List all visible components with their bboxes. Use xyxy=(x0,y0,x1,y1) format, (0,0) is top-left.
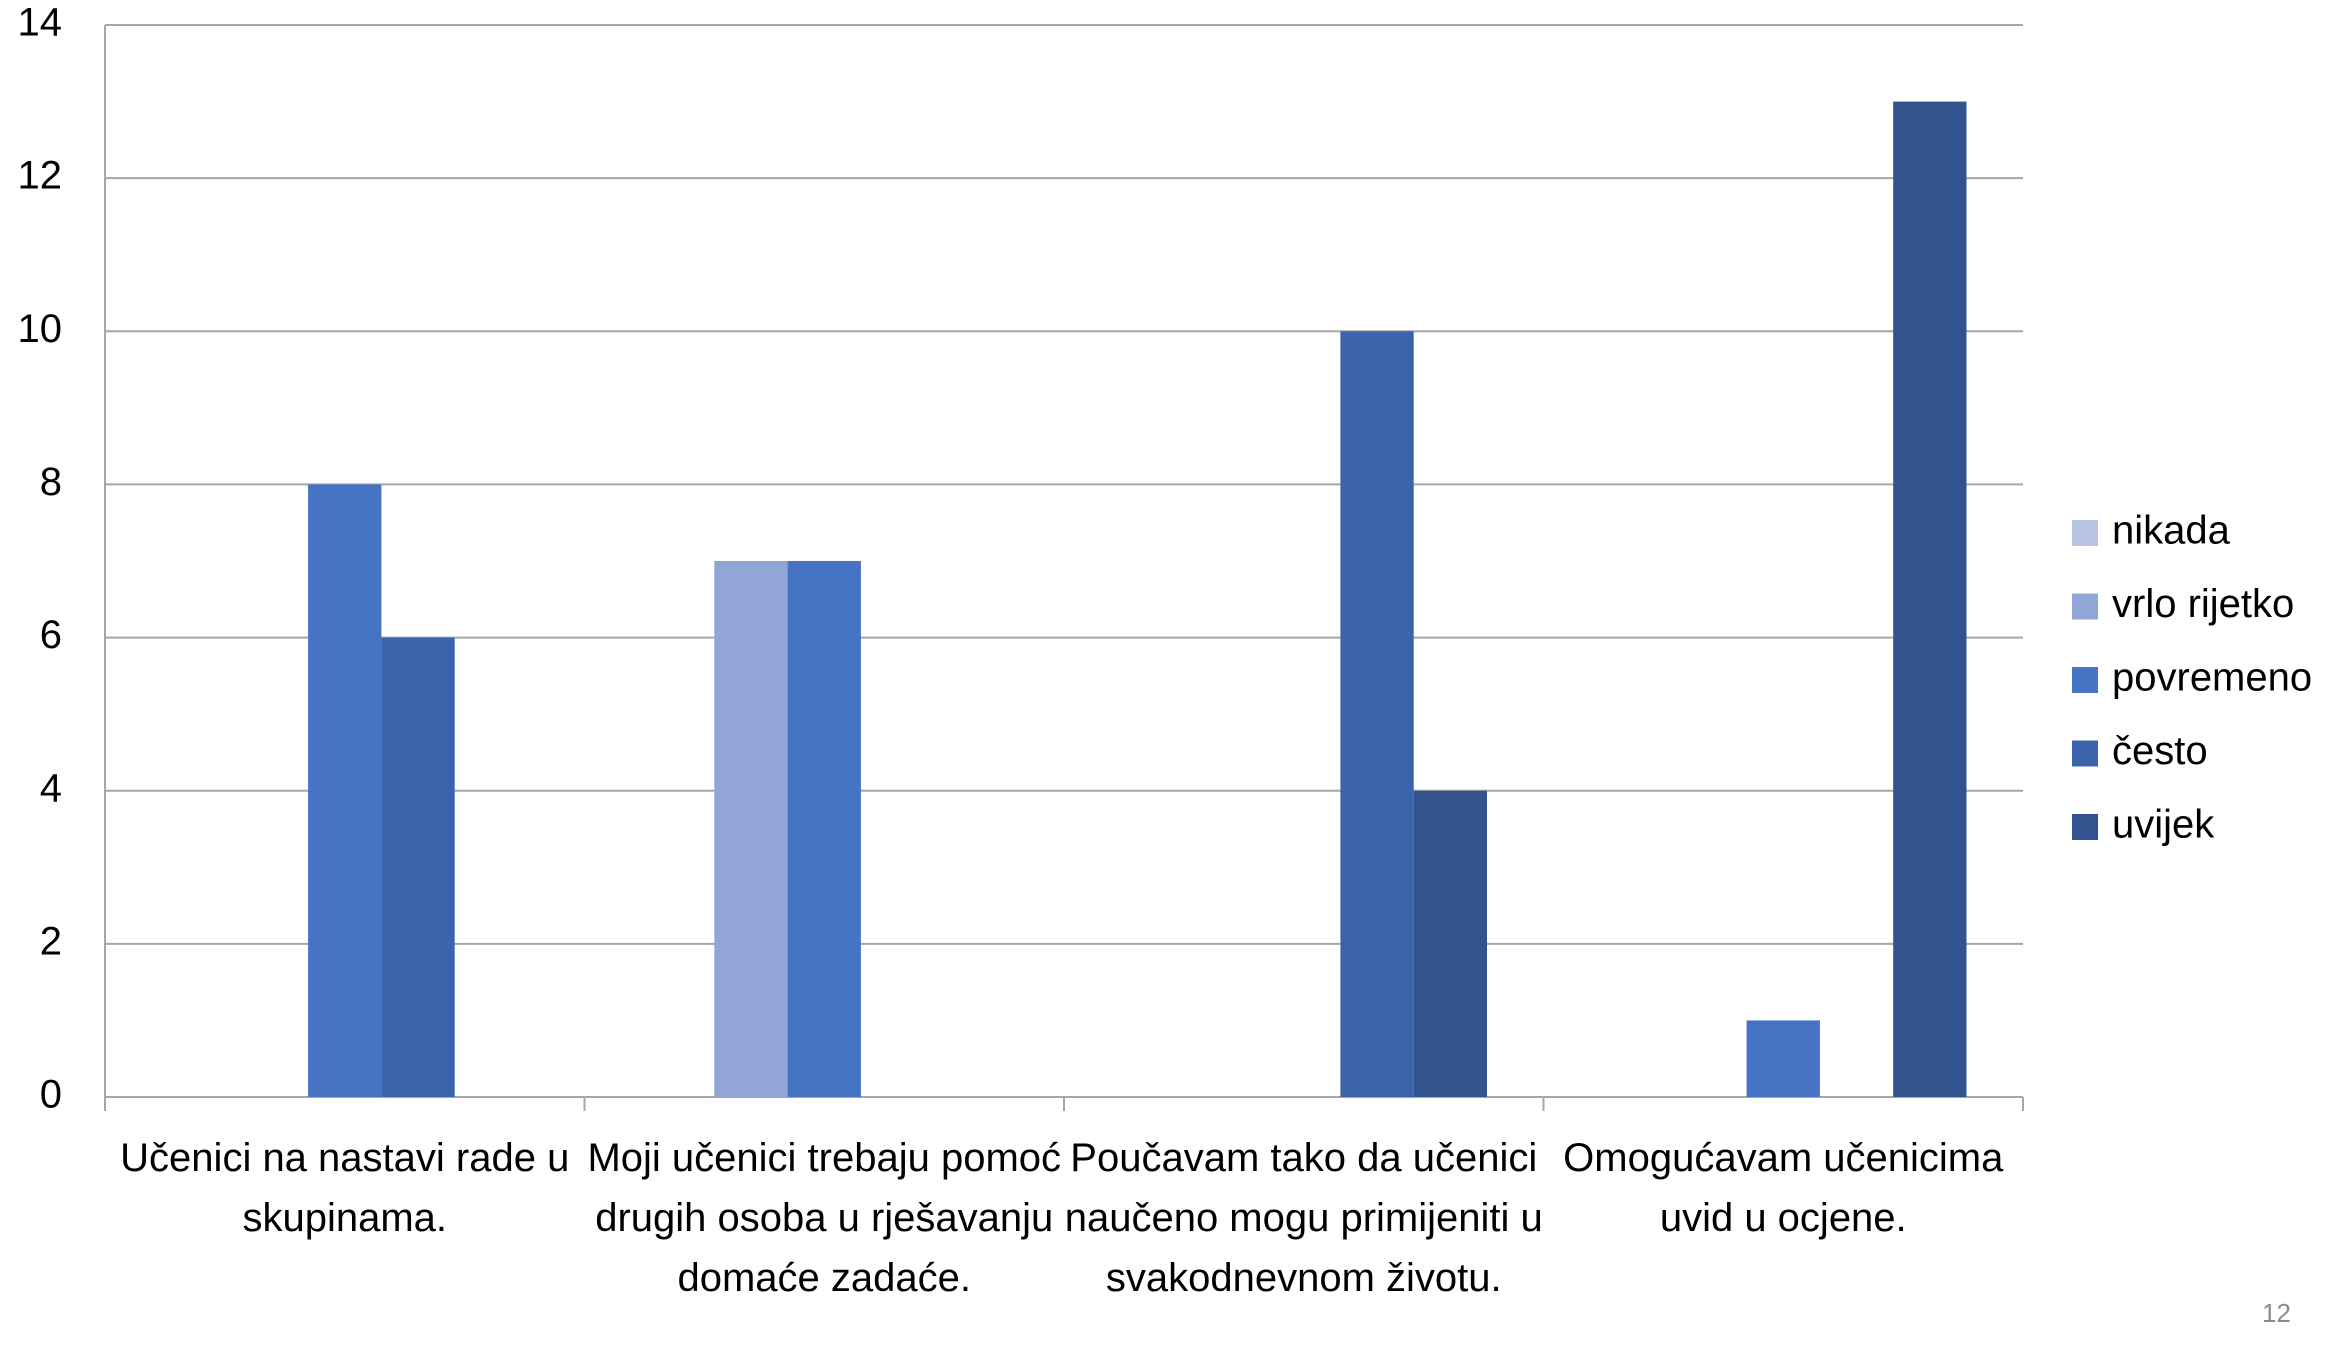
y-tick-label: 6 xyxy=(40,613,62,657)
page-number: 12 xyxy=(2262,1298,2291,1328)
y-tick-label: 2 xyxy=(40,919,62,963)
y-tick-label: 12 xyxy=(18,154,63,198)
x-tick-label: Učenici na nastavi rade u skupinama. xyxy=(120,1136,570,1240)
y-tick-label: 4 xyxy=(40,766,62,810)
y-tick-label: 10 xyxy=(18,307,63,351)
y-tick-label: 8 xyxy=(40,460,62,504)
x-tick-label: Omogućavam učenicima uvid u ocjene. xyxy=(1563,1136,2004,1240)
legend-label: nikada xyxy=(2112,509,2231,553)
legend-label: često xyxy=(2112,729,2208,773)
legend-swatch xyxy=(2072,740,2098,767)
bar xyxy=(381,637,455,1097)
y-tick-label: 14 xyxy=(18,1,63,45)
bar xyxy=(1746,1020,1820,1097)
legend-swatch xyxy=(2072,520,2098,546)
x-tick-label: Poučavam tako da učenici naučeno mogu pr… xyxy=(1064,1136,1543,1300)
legend-swatch xyxy=(2072,667,2098,693)
legend-label: uvijek xyxy=(2112,803,2215,847)
y-tick-label: 0 xyxy=(40,1073,62,1117)
legend-swatch xyxy=(2072,593,2098,620)
bar xyxy=(1340,331,1414,1097)
legend-swatch xyxy=(2072,814,2098,840)
bar xyxy=(308,484,382,1097)
x-tick-label: Moji učenici trebaju pomoć drugih osoba … xyxy=(587,1136,1062,1300)
bar xyxy=(714,561,788,1097)
legend-label: vrlo rijetko xyxy=(2112,582,2294,626)
bar xyxy=(1893,101,1967,1098)
bar xyxy=(1413,790,1487,1097)
legend-label: povremeno xyxy=(2112,656,2312,700)
bar xyxy=(787,561,861,1097)
